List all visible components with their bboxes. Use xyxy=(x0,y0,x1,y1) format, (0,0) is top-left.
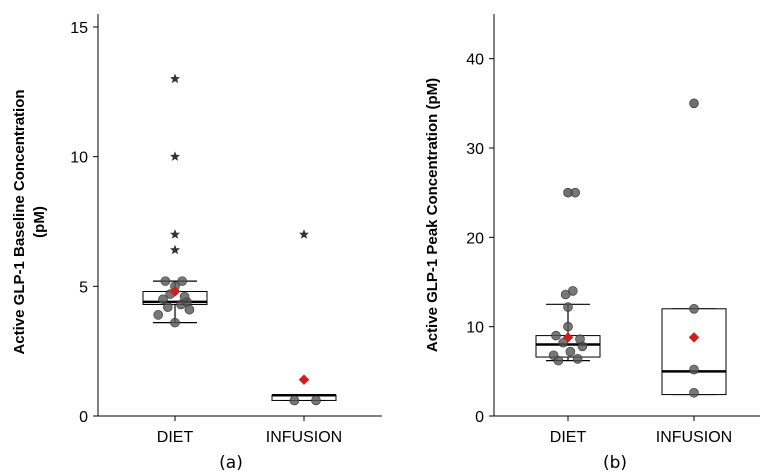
panel-b-x-tick-label: DIET xyxy=(550,429,587,446)
panel-b-data-point xyxy=(558,337,569,348)
panel-b-y-tick-label: 0 xyxy=(475,409,484,426)
panel-a-data-point xyxy=(158,294,168,305)
panel-b-outlier-marker xyxy=(689,98,699,109)
panel-a-plot-area: 0 5 10 15 DIET INFUSION xyxy=(70,14,382,446)
panel-b-y-axis-label: Active GLP-1 Peak Concentration (pM) xyxy=(424,78,441,352)
panel-a-outlier-marker xyxy=(169,229,181,239)
panel-b-data-point xyxy=(689,364,699,375)
panel-a-outlier-marker xyxy=(298,229,310,239)
panel-a-outlier-marker xyxy=(169,244,181,255)
panel-a-label: (a) xyxy=(219,453,243,473)
panel-b-data-point xyxy=(548,350,559,361)
panel-b-infusion-box xyxy=(661,308,727,396)
panel-b: 0 10 20 30 40 DIET INFUSION Active GLP-1 Peak … xyxy=(424,14,760,473)
panel-b-data-point xyxy=(572,354,583,364)
panel-a-y-tick-label: 0 xyxy=(79,409,88,426)
panel-a-y-axis-label-line2: (pM) xyxy=(31,206,48,238)
panel-b-y-tick-label: 20 xyxy=(466,230,484,247)
panel-a-outlier-marker xyxy=(169,73,181,84)
panel-b-data-point xyxy=(567,286,578,296)
panel-a-x-tick-label: DIET xyxy=(157,429,194,446)
panel-b-data-point xyxy=(575,334,585,344)
panel-a: 0 5 10 15 DIET INFUSION Active GLP-1 Baseline… xyxy=(11,14,382,473)
panel-a-data-point xyxy=(311,395,321,406)
panel-b-diet-mean-marker xyxy=(562,332,574,343)
panel-b-data-point xyxy=(689,387,699,398)
panel-a-y-tick-label: 15 xyxy=(70,20,88,37)
panel-b-data-point xyxy=(563,321,573,332)
panel-a-data-point xyxy=(177,276,187,286)
panel-a-y-axis-label-line1: Active GLP-1 Baseline Concentration xyxy=(11,89,28,354)
panel-b-infusion-mean-marker xyxy=(688,332,700,343)
panel-a-y-tick-label: 10 xyxy=(70,150,88,167)
panel-b-outlier-marker xyxy=(563,187,573,198)
panel-a-data-point xyxy=(184,304,195,315)
panel-a-data-point xyxy=(153,310,163,320)
panel-b-y-tick-label: 10 xyxy=(466,320,484,337)
panel-a-infusion-mean-marker xyxy=(298,374,310,386)
panel-a-data-point xyxy=(289,395,300,406)
panel-b-x-tick-label: INFUSION xyxy=(656,429,732,446)
panel-b-data-point xyxy=(563,302,573,312)
panel-a-data-point xyxy=(163,302,173,312)
panel-a-data-point xyxy=(170,317,180,328)
panel-a-y-tick-label: 5 xyxy=(79,279,88,296)
panel-a-data-point xyxy=(179,291,190,302)
panel-a-data-point xyxy=(160,276,171,286)
panel-a-diet-mean-marker xyxy=(169,286,181,297)
panel-b-y-tick-label: 30 xyxy=(466,141,484,158)
panel-b-data-point xyxy=(565,346,576,357)
panel-b-plot-area: 0 10 20 30 40 DIET INFUSION xyxy=(466,14,760,446)
panel-a-outlier-marker xyxy=(169,151,181,161)
panel-b-label: (b) xyxy=(603,453,627,473)
panel-b-data-point xyxy=(551,330,561,341)
panel-b-data-point xyxy=(689,303,699,314)
panel-b-y-tick-label: 40 xyxy=(466,52,484,69)
panel-a-x-tick-label: INFUSION xyxy=(266,429,342,446)
